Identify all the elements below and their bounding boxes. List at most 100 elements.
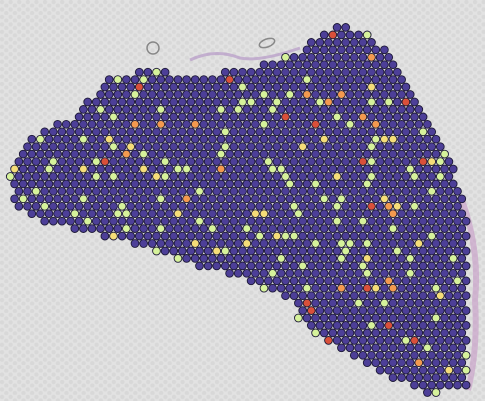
spot — [109, 186, 118, 196]
spot — [177, 172, 187, 181]
spot — [173, 119, 183, 129]
spot — [414, 373, 424, 382]
spot — [380, 298, 389, 308]
spot — [392, 186, 402, 196]
spot — [220, 201, 230, 211]
spot — [410, 186, 419, 196]
spot — [457, 254, 467, 263]
spot — [397, 373, 406, 382]
spot — [268, 254, 277, 263]
spot — [113, 105, 123, 114]
artifact — [146, 41, 160, 55]
spot — [453, 216, 462, 226]
spot — [100, 172, 110, 181]
spot — [444, 261, 454, 271]
spot — [160, 157, 170, 166]
spot — [328, 239, 338, 248]
spot — [263, 112, 273, 122]
spot — [44, 209, 54, 219]
spot — [182, 254, 191, 263]
spot — [203, 112, 213, 122]
spot — [91, 186, 101, 196]
spot — [427, 157, 437, 166]
spot — [306, 97, 316, 107]
spot — [444, 291, 454, 301]
spot — [294, 283, 303, 293]
spot — [294, 209, 303, 219]
spot — [328, 75, 338, 84]
spot — [324, 142, 333, 152]
spot — [435, 365, 445, 375]
spot — [117, 82, 127, 92]
spot — [152, 82, 161, 92]
spot — [165, 105, 174, 114]
spot — [332, 201, 342, 211]
spot — [375, 127, 385, 137]
spot — [134, 67, 144, 77]
spot — [414, 328, 424, 338]
spot — [139, 90, 148, 99]
spot — [328, 179, 338, 189]
spot — [427, 276, 437, 286]
spot — [401, 276, 411, 286]
spot — [177, 82, 187, 92]
spot — [324, 82, 333, 92]
spot — [311, 239, 320, 248]
spot — [354, 90, 363, 99]
spot — [397, 254, 406, 263]
spot — [203, 127, 213, 137]
spot — [281, 261, 290, 271]
spot — [328, 30, 338, 40]
spot — [61, 179, 71, 189]
spot — [306, 276, 316, 286]
spot — [337, 283, 346, 293]
spot — [435, 216, 445, 226]
spot — [18, 194, 28, 204]
spot — [190, 149, 200, 159]
spot — [418, 365, 428, 375]
spot — [186, 82, 196, 92]
spot — [177, 157, 187, 166]
spot — [341, 52, 351, 62]
spot — [100, 127, 110, 137]
spot — [401, 336, 411, 345]
spot — [130, 179, 140, 189]
spot — [328, 105, 338, 114]
spot — [27, 149, 37, 159]
spot — [173, 90, 183, 99]
spot — [255, 142, 265, 152]
spot — [358, 321, 368, 330]
spot — [87, 134, 97, 144]
spot — [139, 75, 148, 84]
spot — [418, 261, 428, 271]
spot — [285, 75, 295, 84]
spot — [457, 343, 467, 353]
spot — [44, 164, 54, 174]
spot — [272, 246, 282, 256]
spot — [440, 313, 449, 323]
spot — [208, 179, 217, 189]
spot — [229, 261, 239, 271]
spot — [448, 239, 458, 248]
spot — [225, 254, 234, 263]
spot — [392, 142, 402, 152]
spot — [113, 149, 123, 159]
spot — [276, 179, 286, 189]
spot — [263, 276, 273, 286]
spot — [294, 224, 303, 233]
spot — [380, 164, 389, 174]
spot — [281, 246, 290, 256]
spot — [332, 23, 342, 32]
spot — [448, 164, 458, 174]
spot — [246, 186, 256, 196]
spot — [324, 112, 333, 122]
spot — [190, 239, 200, 248]
spot — [165, 134, 174, 144]
spot — [367, 336, 376, 345]
spot — [358, 112, 368, 122]
spot — [199, 90, 209, 99]
spot — [169, 231, 179, 241]
spot — [182, 119, 191, 129]
spot — [208, 209, 217, 219]
spot — [384, 261, 394, 271]
